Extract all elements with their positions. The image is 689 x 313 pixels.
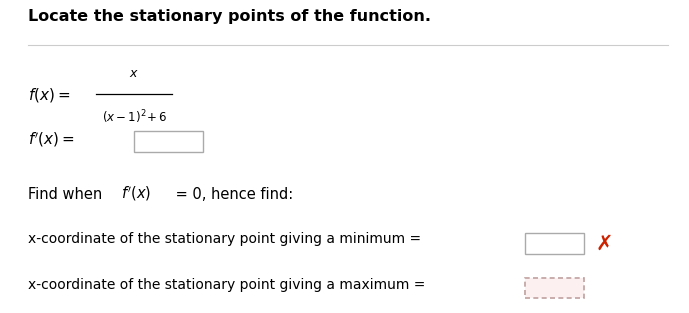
FancyBboxPatch shape (134, 131, 203, 152)
Text: Locate the stationary points of the function.: Locate the stationary points of the func… (28, 9, 431, 24)
FancyBboxPatch shape (525, 278, 584, 298)
Text: x-coordinate of the stationary point giving a maximum =: x-coordinate of the stationary point giv… (28, 278, 425, 292)
Text: $(x-1)^2\!+6$: $(x-1)^2\!+6$ (102, 108, 167, 126)
FancyBboxPatch shape (525, 233, 584, 254)
Text: x-coordinate of the stationary point giving a minimum =: x-coordinate of the stationary point giv… (28, 233, 421, 246)
Text: ✗: ✗ (596, 233, 613, 254)
Text: $x$: $x$ (130, 67, 139, 80)
Text: = 0, hence find:: = 0, hence find: (171, 187, 293, 202)
Text: $f'(x)$: $f'(x)$ (121, 185, 151, 203)
Text: $f'(x) =$: $f'(x) =$ (28, 130, 74, 149)
Text: $f(x) =$: $f(x) =$ (28, 86, 70, 105)
Text: Find when: Find when (28, 187, 106, 202)
